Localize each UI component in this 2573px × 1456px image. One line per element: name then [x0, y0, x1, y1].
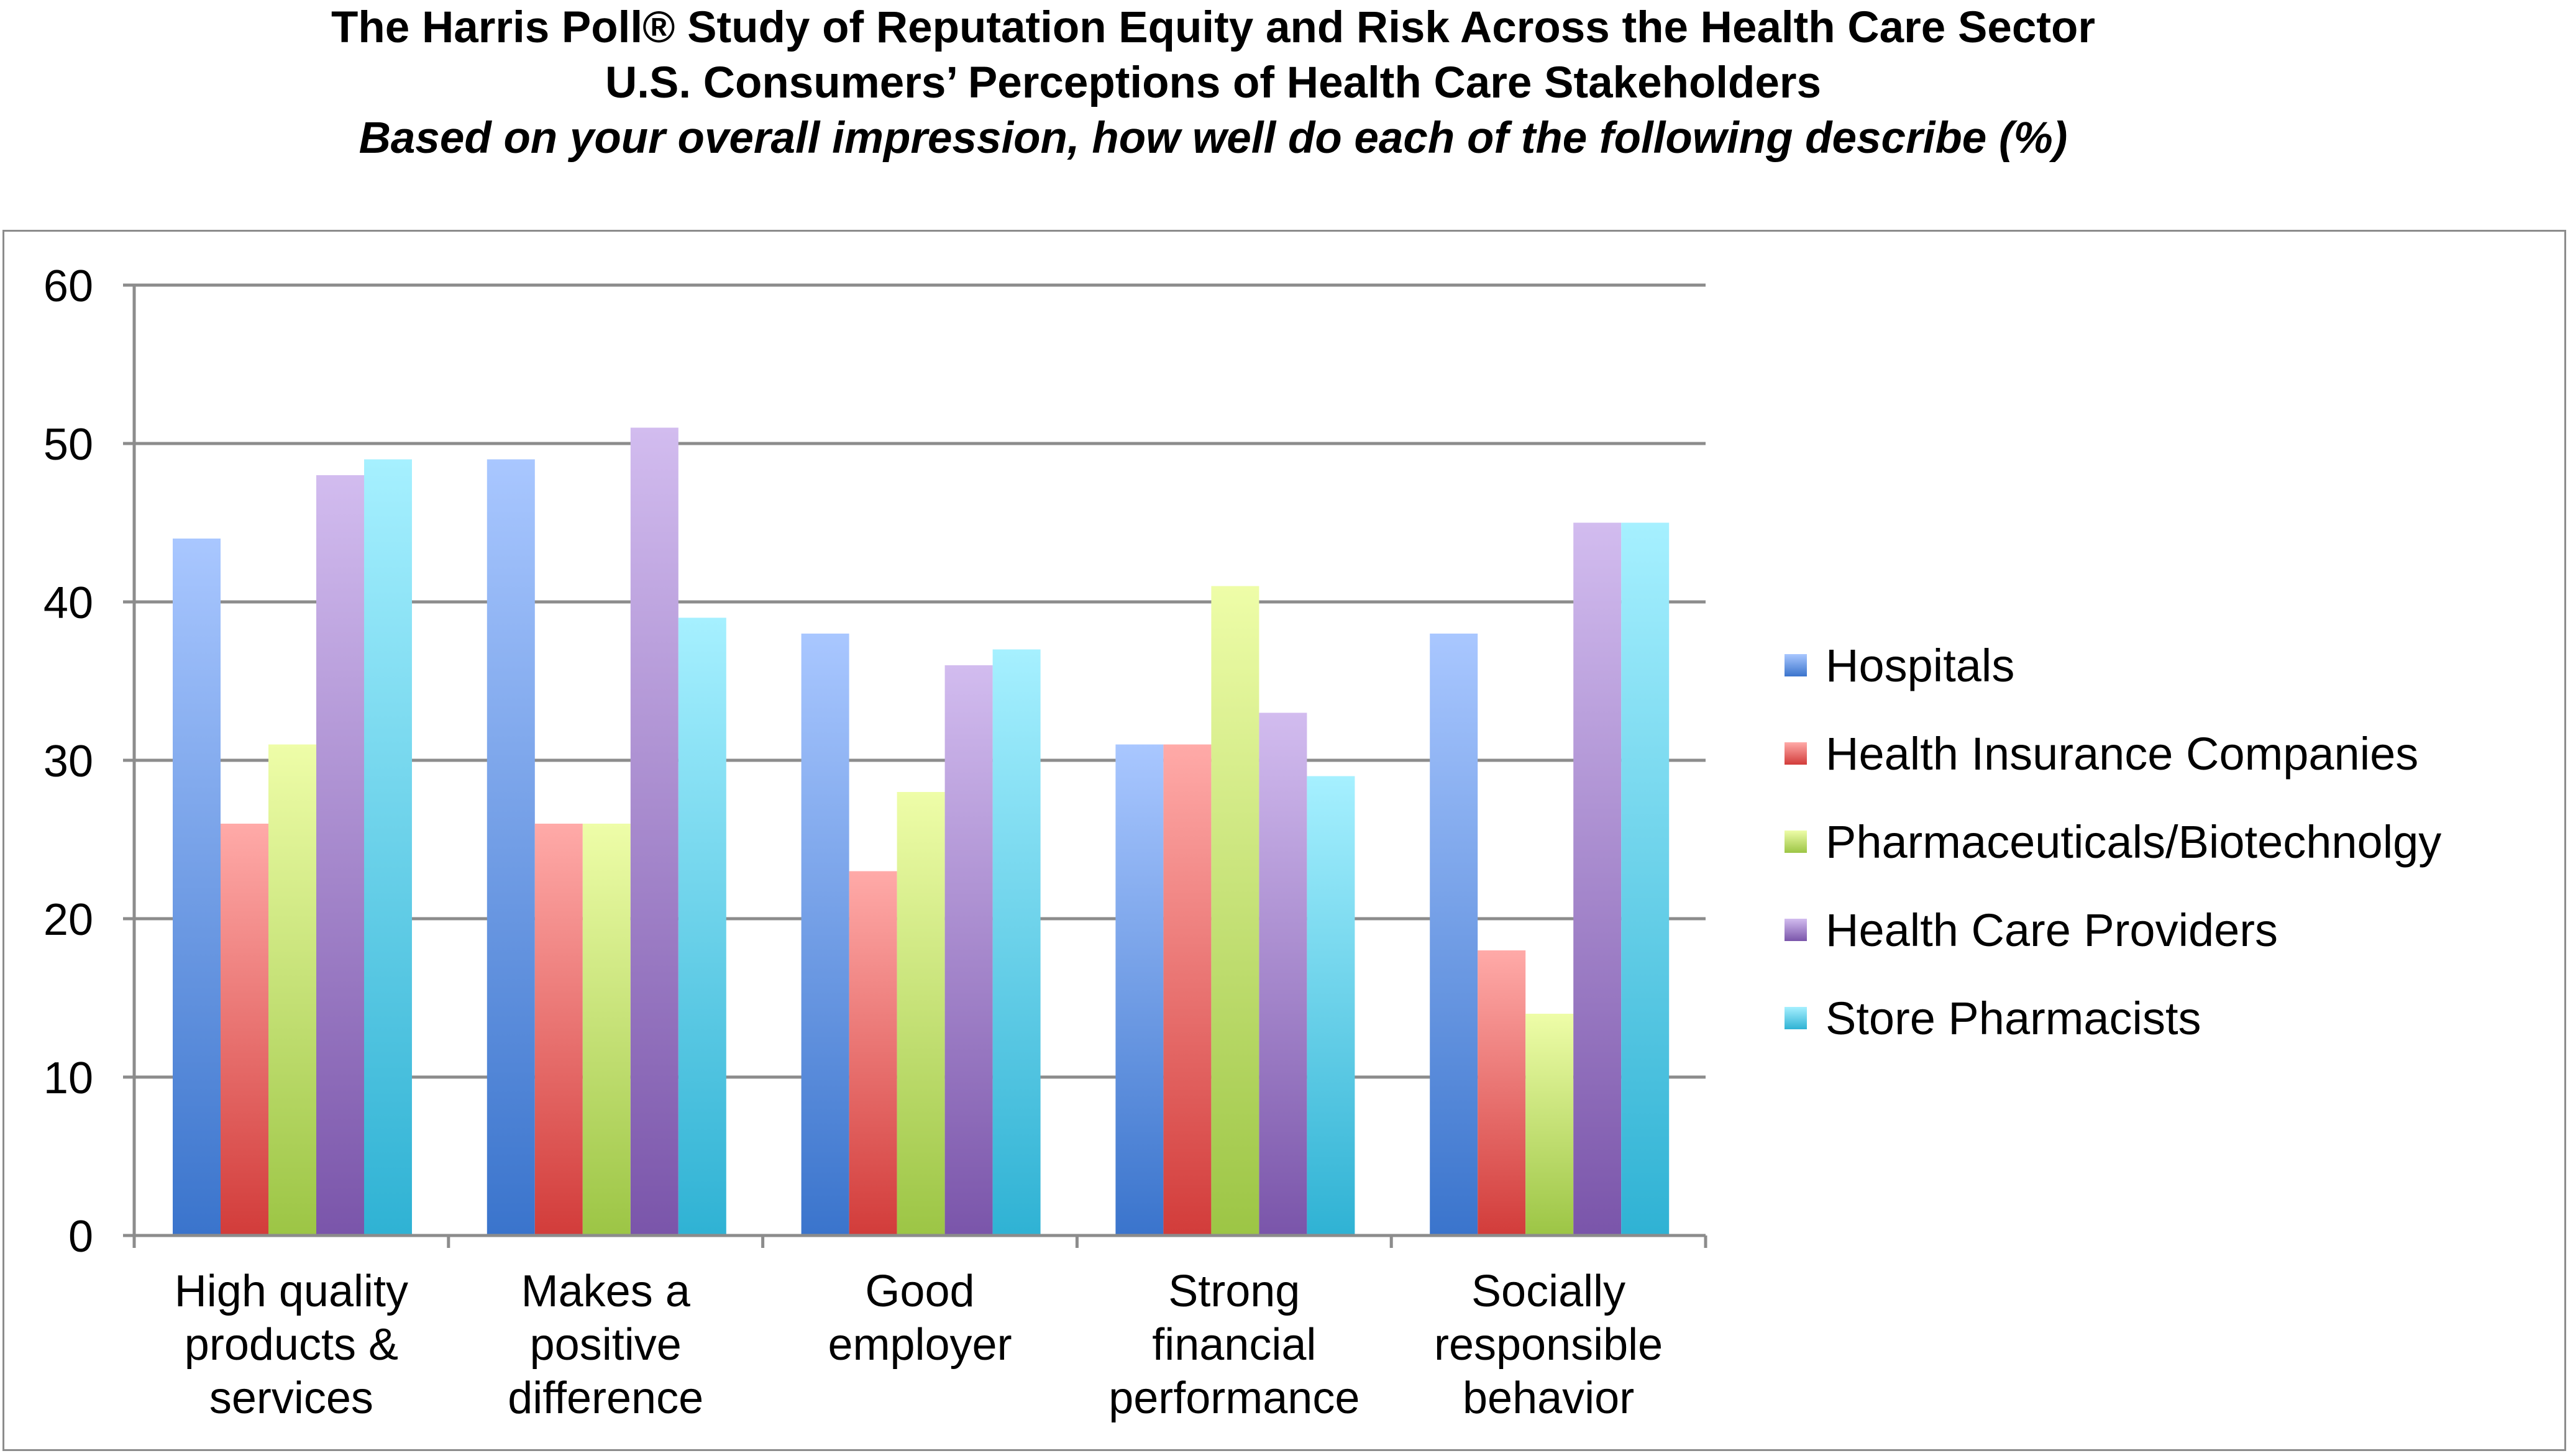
legend-swatch [1785, 1007, 1807, 1029]
legend-label: Health Insurance Companies [1826, 728, 2418, 780]
bar-hospitals-3 [1115, 744, 1164, 1235]
bar-store-pharmacists-2 [992, 649, 1041, 1235]
legend-label: Pharmaceuticals/Biotechnolgy [1826, 816, 2441, 868]
y-tick-label: 20 [43, 895, 93, 945]
chart-subtitle: U.S. Consumers’ Perceptions of Health Ca… [605, 58, 1822, 107]
x-category-label: Good [865, 1267, 974, 1316]
bar-pharmaceuticals-biotechnolgy-0 [268, 744, 316, 1235]
y-tick-label: 10 [43, 1053, 93, 1103]
x-category-label: behavior [1463, 1373, 1634, 1423]
x-category-label: Makes a [521, 1267, 691, 1316]
bar-store-pharmacists-4 [1621, 522, 1670, 1235]
legend: Hospitals Health Insurance Companies Pharm… [1785, 640, 2441, 1044]
y-tick-label: 40 [43, 578, 93, 628]
chart-frame [2, 230, 2566, 1451]
bar-pharmaceuticals-biotechnolgy-2 [897, 792, 945, 1235]
bar-health-care-providers-2 [944, 665, 993, 1235]
bar-health-care-providers-3 [1259, 712, 1307, 1235]
bar-health-insurance-companies-3 [1163, 744, 1212, 1235]
bar-hospitals-0 [173, 539, 221, 1235]
legend-swatch [1785, 919, 1807, 941]
bar-health-insurance-companies-4 [1478, 950, 1526, 1235]
legend-label: Hospitals [1826, 640, 2014, 691]
bar-pharmaceuticals-biotechnolgy-4 [1525, 1014, 1574, 1235]
y-tick-label: 30 [43, 737, 93, 786]
bar-hospitals-1 [487, 459, 535, 1235]
bar-store-pharmacists-1 [678, 617, 726, 1235]
x-category-label: High quality [175, 1267, 408, 1316]
x-category-label: positive [530, 1320, 682, 1370]
bar-health-care-providers-0 [316, 475, 364, 1235]
x-category-label: performance [1108, 1373, 1360, 1423]
x-category-label: products & [185, 1320, 398, 1370]
bar-health-insurance-companies-0 [221, 824, 268, 1235]
bars [173, 427, 1670, 1235]
x-category-label: services [209, 1373, 373, 1423]
bar-health-insurance-companies-2 [849, 871, 897, 1235]
x-category-label: employer [828, 1320, 1012, 1370]
bar-health-insurance-companies-1 [534, 824, 583, 1235]
x-category-label: responsible [1434, 1320, 1663, 1370]
y-tick-label: 60 [43, 262, 93, 311]
chart-title: The Harris Poll® Study of Reputation Equ… [331, 3, 2095, 52]
x-category-label: Strong [1168, 1267, 1300, 1316]
bar-health-care-providers-1 [630, 427, 679, 1235]
bar-pharmaceuticals-biotechnolgy-1 [582, 824, 631, 1235]
legend-swatch [1785, 830, 1807, 853]
legend-swatch [1785, 742, 1807, 765]
legend-swatch [1785, 654, 1807, 676]
legend-label: Health Care Providers [1826, 904, 2278, 956]
x-category-label: Socially [1471, 1267, 1625, 1316]
bar-pharmaceuticals-biotechnolgy-3 [1211, 586, 1259, 1235]
bar-store-pharmacists-3 [1307, 776, 1355, 1235]
x-category-label: difference [508, 1373, 703, 1423]
bar-hospitals-4 [1430, 634, 1478, 1235]
bar-store-pharmacists-0 [364, 459, 412, 1235]
chart-title-block: The Harris Poll® Study of Reputation Equ… [0, 0, 2426, 166]
bar-hospitals-2 [801, 634, 849, 1235]
x-category-label: financial [1152, 1320, 1316, 1370]
y-tick-label: 0 [68, 1212, 93, 1262]
y-tick-label: 50 [43, 420, 93, 470]
chart-question: Based on your overall impression, how we… [359, 114, 2068, 163]
bar-health-care-providers-4 [1573, 522, 1622, 1235]
legend-label: Store Pharmacists [1826, 993, 2201, 1044]
